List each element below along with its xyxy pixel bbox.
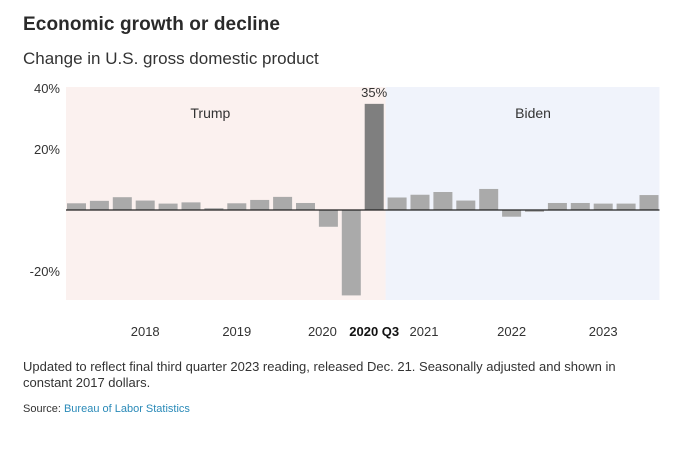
era-label-biden: Biden (515, 105, 551, 121)
bar-2017-q4[interactable] (112, 197, 132, 210)
bar-2021-q3[interactable] (456, 200, 476, 210)
bar-2018-q4[interactable] (204, 208, 224, 210)
bar-2021-q4[interactable] (479, 188, 499, 210)
chart-note: Updated to reflect final third quarter 2… (23, 359, 616, 390)
bar-2018-q1[interactable] (135, 200, 155, 210)
bar-2021-q2[interactable] (433, 192, 453, 210)
x-tick-label: 2023 (589, 324, 618, 339)
bar-2017-q2[interactable] (67, 203, 86, 210)
bar-2020-q1[interactable] (318, 210, 338, 227)
bar-2022-q4[interactable] (570, 202, 590, 210)
x-tick-label: 2019 (222, 324, 251, 339)
y-tick-label: 40% (34, 81, 60, 96)
bar-2019-q4[interactable] (296, 202, 315, 210)
bar-value-label: 35% (361, 85, 387, 100)
bar-2019-q2[interactable] (250, 199, 270, 210)
source-prefix: Source: (23, 403, 64, 415)
era-band-trump (66, 87, 386, 300)
era-label-trump: Trump (190, 105, 230, 121)
bar-2021-q1[interactable] (410, 194, 430, 210)
y-tick-label: -20% (30, 264, 61, 279)
source-line: Source: Bureau of Labor Statistics (23, 403, 190, 415)
bar-2019-q3[interactable] (273, 196, 293, 210)
bar-2023-q1[interactable] (593, 203, 613, 210)
x-tick-label: 2020 (308, 324, 337, 339)
source-link[interactable]: Bureau of Labor Statistics (63, 403, 190, 415)
bar-2022-q3[interactable] (547, 202, 567, 210)
bar-2022-q2[interactable] (525, 210, 544, 212)
bar-2023-q2[interactable] (616, 203, 636, 210)
bar-2020-q2[interactable] (341, 210, 361, 296)
bar-2018-q3[interactable] (181, 202, 201, 210)
gdp-bar-chart: Trump Biden 40% 20% -20% 2018 2019 2020 2020 Q3 2… (30, 81, 660, 339)
bar-2018-q2[interactable] (158, 203, 178, 210)
x-tick-label: 2020 Q3 (349, 324, 399, 339)
x-tick-label: 2018 (131, 324, 160, 339)
bar-2023-q3[interactable] (639, 195, 659, 210)
bar-2020-q3[interactable] (364, 103, 384, 210)
chart-subtitle: Change in U.S. gross domestic product (23, 49, 319, 68)
bar-2022-q1[interactable] (502, 210, 522, 217)
bar-2020-q4[interactable] (387, 197, 407, 210)
era-band-biden (385, 87, 660, 300)
x-tick-label: 2021 (410, 324, 439, 339)
chart-title: Economic growth or decline (23, 14, 281, 35)
bar-2019-q1[interactable] (227, 203, 247, 210)
x-tick-label: 2022 (497, 324, 526, 339)
y-tick-label: 20% (34, 142, 60, 157)
bar-2017-q3[interactable] (89, 200, 109, 210)
